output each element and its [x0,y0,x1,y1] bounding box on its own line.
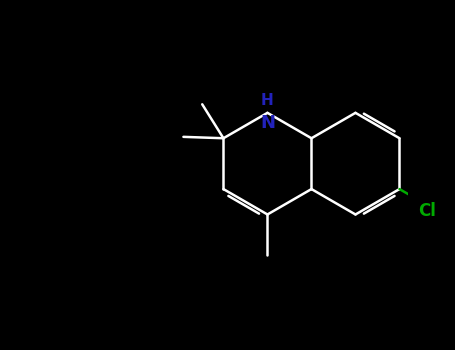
Text: Cl: Cl [418,202,436,220]
Text: H: H [261,93,274,108]
Text: N: N [260,114,275,132]
